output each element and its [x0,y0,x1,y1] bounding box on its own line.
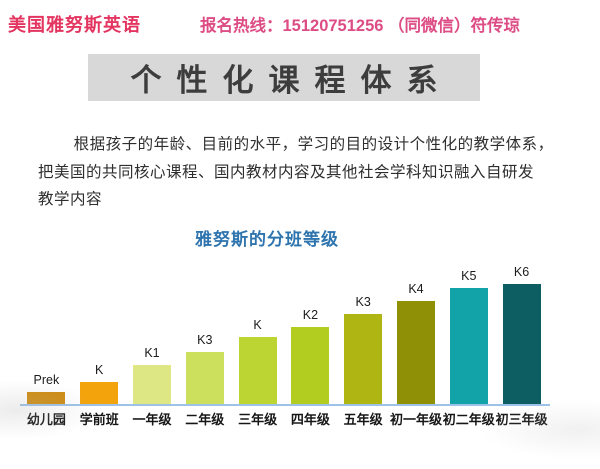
x-axis-label: 初一年级 [389,412,442,427]
bar [238,337,277,405]
bar-cell: K [73,265,126,405]
bar-cell: K1 [126,265,179,405]
bar [27,392,66,405]
brand-title: 美国雅努斯英语 [8,15,141,35]
bar [80,382,119,405]
bar-cell: K4 [390,265,443,405]
bar-top-label: K [253,318,262,332]
bar-cell: K3 [178,265,231,405]
x-axis-label: 五年级 [343,412,383,427]
hotline-label: 报名热线： [200,17,283,35]
bar-top-label: K1 [144,346,160,360]
bar-cell: K2 [284,265,337,405]
bar [132,365,171,405]
bar [344,314,383,405]
intro-line: 把美国的共同核心课程、国内教材内容及其他社会学科知识融入自研发 [38,163,535,181]
bar-cell: Prek [20,265,73,405]
x-axis-label: 初三年级 [495,412,548,427]
banner-title: 个性化课程体系 [130,63,453,98]
bar-cell: K3 [337,265,390,405]
intro-paragraph: 根据孩子的年龄、目前的水平，学习的目的设计个性化的教学体系， 把美国的共同核心课… [38,131,566,214]
hotline-text: 报名热线：15120751256 （同微信）符传琼 [200,12,520,36]
intro-line: 根据孩子的年龄、目前的水平，学习的目的设计个性化的教学体系， [73,136,554,153]
x-axis-label: 一年级 [132,412,172,427]
bar-cell: K5 [442,265,495,405]
intro-line: 教学内容 [38,191,103,208]
bar-top-label: K4 [408,282,424,296]
bar-top-label: K3 [355,295,371,309]
bar [185,352,224,405]
bar [502,284,541,405]
bar-cell: K6 [495,265,548,405]
bar-cell: K [231,265,284,405]
bar-top-label: K2 [302,308,319,322]
section-banner: 个性化课程体系 [88,54,480,101]
bar-top-label: K5 [461,269,477,283]
x-axis-label: 四年级 [290,412,330,427]
bar-plot: Prek K K1 K3 K K2 K3 K4 K5 K6 [20,265,548,405]
hotline-number: 15120751256 [282,17,384,35]
x-axis-label: 三年级 [238,412,278,427]
bar-top-label: K3 [197,333,213,347]
hotline-suffix: （同微信）符传琼 [383,17,521,35]
chart-title: 雅努斯的分班等级 [195,230,339,249]
chart-baseline [20,404,550,406]
x-axis-label: 幼儿园 [26,412,66,427]
bar [291,327,330,405]
bar [449,288,488,405]
x-axis-label: 初二年级 [442,412,495,427]
x-axis-label: 学前班 [79,412,119,427]
bar-top-label: Prek [33,373,60,387]
bar [396,301,435,405]
x-axis-labels: 幼儿园 学前班 一年级 二年级 三年级 四年级 五年级 初一年级 初二年级 初三年级 [20,409,548,428]
bar-top-label: K6 [513,265,530,279]
x-axis-label: 二年级 [185,412,225,427]
bar-top-label: K [95,363,104,377]
